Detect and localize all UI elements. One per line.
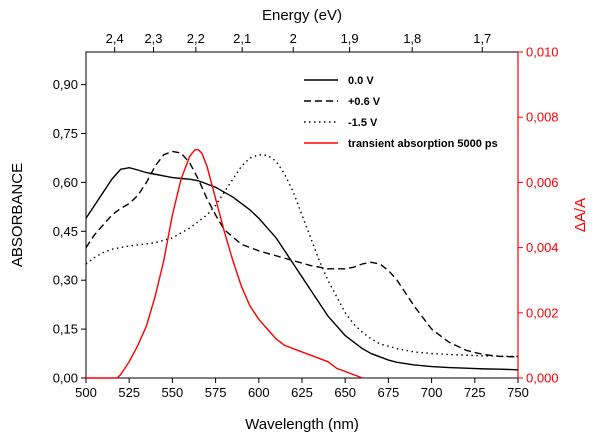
- legend-label: transient absorption 5000 ps: [348, 138, 498, 150]
- y-tick-label: 0,45: [53, 224, 78, 239]
- x-tick-label: 575: [205, 385, 227, 400]
- x-tick-label: 750: [507, 385, 529, 400]
- x-tick-label: 650: [334, 385, 356, 400]
- top-axis-title: Energy (eV): [262, 7, 342, 24]
- x-tick-label: 525: [118, 385, 140, 400]
- top-tick-label: 2: [290, 31, 297, 46]
- plot-frame: [85, 51, 519, 379]
- top-tick-label: 2,3: [144, 31, 162, 46]
- y-axis-title: ABSORBANCE: [9, 163, 26, 267]
- top-tick-label: 1,9: [341, 31, 359, 46]
- y2-tick-label: 0,004: [526, 240, 559, 255]
- top-tick-label: 1,7: [473, 31, 491, 46]
- top-tick-label: 2,2: [187, 31, 205, 46]
- x-tick-label: 700: [421, 385, 443, 400]
- top-tick-label: 2,1: [233, 31, 251, 46]
- x-tick-label: 600: [248, 385, 270, 400]
- legend-label: +0.6 V: [348, 96, 381, 108]
- x-tick-label: 500: [75, 385, 97, 400]
- top-tick-label: 1,8: [403, 31, 421, 46]
- top-tick-label: 2,4: [106, 31, 124, 46]
- y2-tick-label: 0,010: [526, 45, 559, 60]
- series-line-0: [85, 167, 519, 371]
- y-tick-label: 0,00: [53, 371, 78, 386]
- y2-axis-title: ΔA/A: [572, 198, 589, 232]
- legend-label: -1.5 V: [348, 117, 378, 129]
- series-line-3: [86, 149, 363, 379]
- series-layer: [85, 149, 519, 379]
- x-axis-title: Wavelength (nm): [245, 416, 359, 433]
- y2-tick-label: 0,006: [526, 175, 559, 190]
- legend: 0.0 V +0.6 V -1.5 V transient absorption 50…: [304, 75, 498, 150]
- y2-tick-label: 0,002: [526, 305, 559, 320]
- y-tick-label: 0,15: [53, 322, 78, 337]
- legend-label: 0.0 V: [348, 75, 374, 87]
- ticks-layer: 500 525 550 575 600 625 650 675 700 725 750 0,00 0,1…: [53, 31, 559, 400]
- y2-tick-label: 0,000: [526, 371, 559, 386]
- y-tick-label: 0,90: [53, 77, 78, 92]
- series-line-1: [85, 150, 519, 358]
- y2-tick-label: 0,008: [526, 110, 559, 125]
- x-tick-label: 625: [291, 385, 313, 400]
- y-tick-label: 0,30: [53, 273, 78, 288]
- y-tick-label: 0,60: [53, 175, 78, 190]
- x-tick-label: 675: [378, 385, 400, 400]
- series-line-2: [85, 153, 519, 358]
- x-tick-label: 725: [464, 385, 486, 400]
- y-tick-label: 0,75: [53, 126, 78, 141]
- x-tick-label: 550: [162, 385, 184, 400]
